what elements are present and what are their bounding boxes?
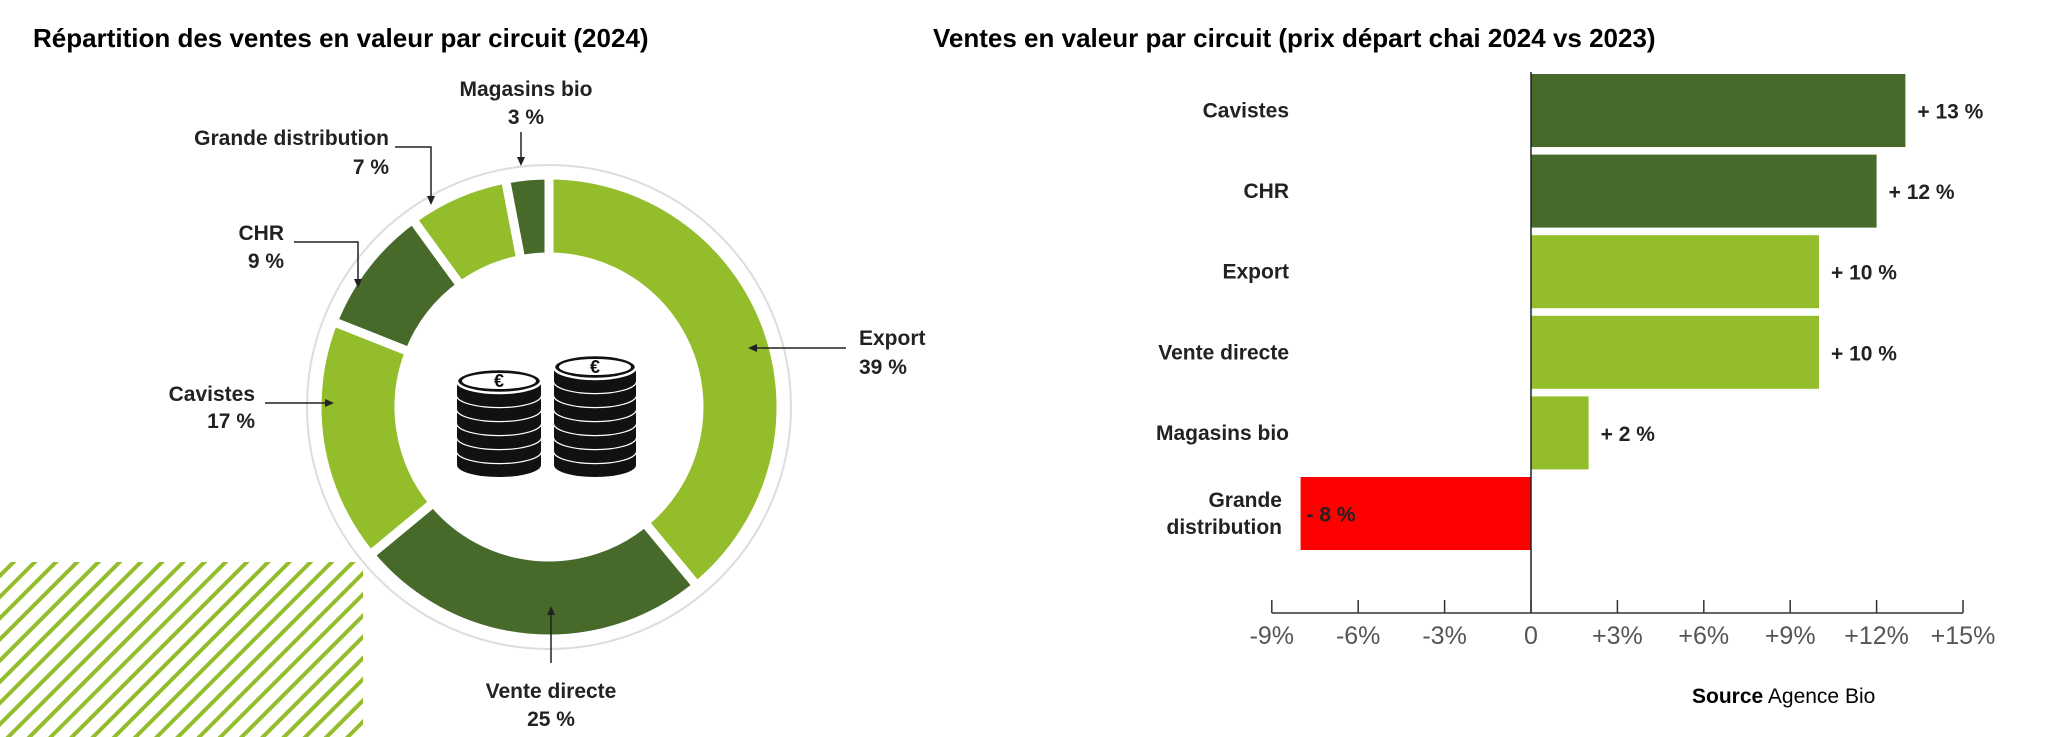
value-label: + 10 % — [1831, 342, 1897, 365]
label-vente-directe: Vente directe 25 % — [486, 609, 617, 731]
x-tick-label: +15% — [1931, 622, 1996, 650]
slice-value: 17 % — [207, 410, 255, 433]
bar-chart: Cavistes + 13 % CHR + 12 % Export + 10 % Vente… — [1156, 74, 1984, 550]
donut-slice-vente-directe — [363, 496, 704, 644]
x-tick-label: -9% — [1250, 622, 1294, 650]
category-label: Magasins bio — [1156, 422, 1289, 445]
x-tick-label: +3% — [1592, 622, 1643, 650]
value-label: + 2 % — [1601, 423, 1656, 446]
coin-face — [559, 359, 631, 375]
euro-coins-icon: €€ — [455, 353, 638, 477]
donut-chart — [312, 170, 786, 644]
hatch-decoration — [0, 562, 363, 737]
label-cavistes: Cavistes 17 % — [169, 383, 331, 433]
euro-icon: € — [494, 371, 504, 391]
bar-grande-distribution — [1300, 477, 1531, 550]
bar-chart-title: Ventes en valeur par circuit (prix dépar… — [933, 23, 1656, 53]
slice-label: CHR — [239, 222, 285, 245]
value-label: + 10 % — [1831, 262, 1897, 285]
slice-value: 25 % — [527, 708, 575, 731]
value-label: - 8 % — [1307, 504, 1356, 527]
x-tick-label: -3% — [1422, 622, 1466, 650]
coin-face — [462, 373, 536, 389]
leader-arrowheads — [325, 157, 757, 615]
slice-label: Magasins bio — [459, 78, 592, 101]
slice-label: Export — [859, 327, 926, 350]
slice-label: Vente directe — [486, 680, 617, 703]
label-grande-distribution: Grande distribution 7 % — [194, 127, 432, 202]
bar-export — [1531, 235, 1819, 309]
slice-label: Cavistes — [169, 383, 255, 406]
x-tick-label: +12% — [1844, 622, 1909, 650]
slice-label: Grande distribution — [194, 127, 389, 150]
category-label: Vente directe — [1158, 341, 1289, 364]
bar-cavistes — [1531, 74, 1906, 147]
slice-value: 3 % — [508, 106, 545, 129]
bar-magasins-bio — [1531, 396, 1589, 470]
category-label: Export — [1222, 261, 1289, 284]
bar-chr — [1531, 154, 1877, 228]
euro-icon: € — [590, 357, 600, 377]
category-label: CHR — [1244, 180, 1290, 203]
value-label: + 13 % — [1917, 101, 1983, 124]
bar-vente-directe — [1531, 315, 1819, 389]
slice-value: 39 % — [859, 356, 907, 379]
source-value: Agence Bio — [1768, 685, 1875, 708]
slice-value: 7 % — [353, 156, 390, 179]
donut-slice-magasins-bio — [500, 170, 554, 265]
source-label: Source — [1692, 685, 1763, 708]
value-label: + 12 % — [1889, 181, 1955, 204]
category-label: Cavistes — [1203, 100, 1289, 123]
source-note: Source Agence Bio — [1692, 685, 1875, 708]
label-chr: CHR 9 % — [239, 222, 359, 285]
category-label: distribution — [1167, 516, 1282, 539]
x-tick-label: +9% — [1765, 622, 1816, 650]
label-export: Export 39 % — [751, 327, 926, 379]
category-label: Grande — [1208, 489, 1282, 512]
slice-value: 9 % — [248, 250, 285, 273]
x-tick-label: +6% — [1678, 622, 1729, 650]
donut-title: Répartition des ventes en valeur par cir… — [33, 23, 649, 53]
label-magasins-bio: Magasins bio 3 % — [459, 78, 593, 163]
x-tick-label: -6% — [1336, 622, 1380, 650]
x-tick-label: 0 — [1524, 622, 1538, 650]
donut-slice-export — [544, 170, 786, 593]
x-axis: -9% -6% -3% 0 +3% +6% +9% +12% +15% — [1250, 72, 1996, 650]
